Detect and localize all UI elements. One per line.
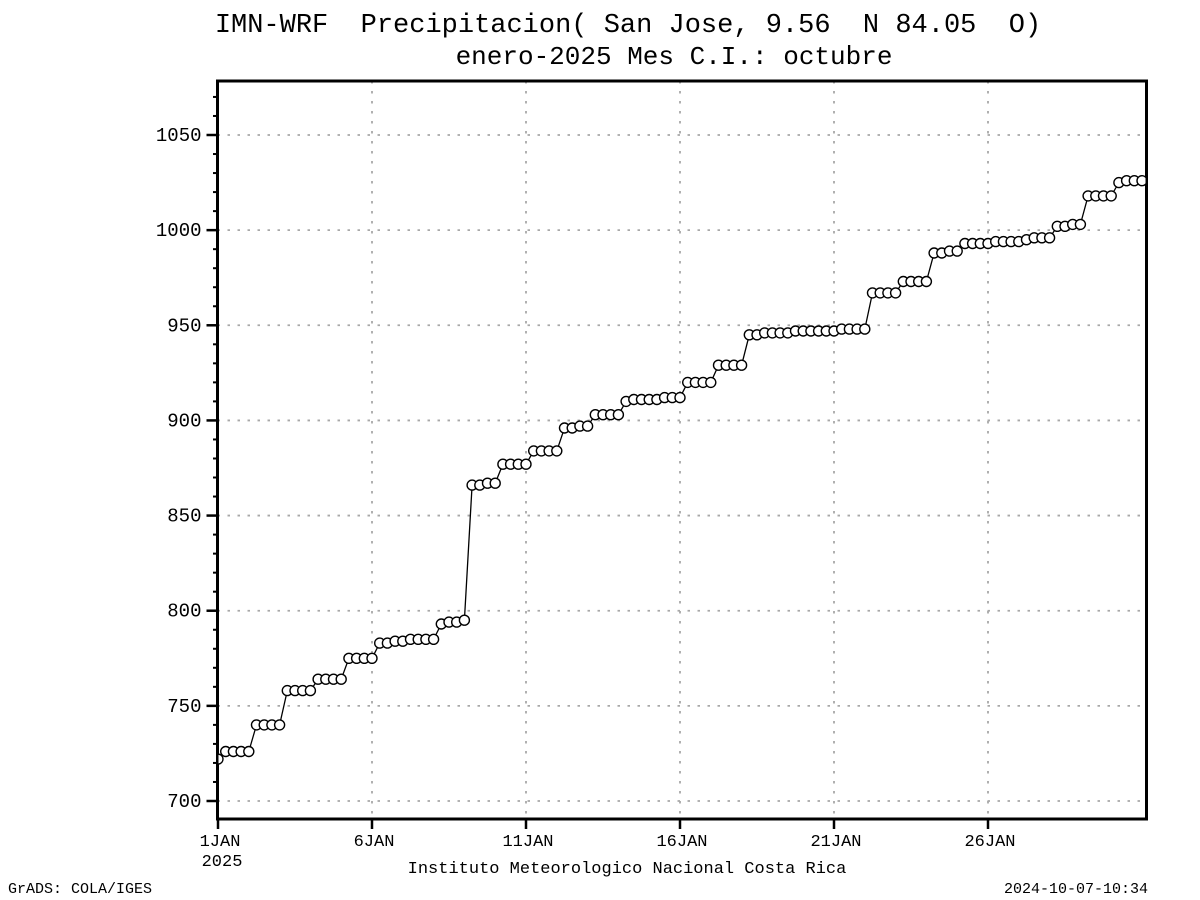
y-tick-label: 800 bbox=[167, 601, 201, 623]
grads-credit: GrADS: COLA/IGES bbox=[8, 881, 152, 898]
series-markers bbox=[218, 174, 1146, 765]
y-axis-ticks: 700 750 800 850 900 950 1000 1050 bbox=[156, 125, 218, 813]
x-tick-label: 6JAN bbox=[354, 833, 395, 852]
y-gridlines bbox=[217, 134, 1147, 802]
data-point-marker bbox=[735, 359, 748, 371]
x-tick-label: 26JAN bbox=[964, 833, 1015, 852]
data-point-marker bbox=[1043, 232, 1056, 244]
plot-frame bbox=[216, 79, 1148, 821]
data-point-marker bbox=[674, 391, 686, 404]
y-tick-label: 700 bbox=[167, 791, 201, 813]
x-axis-caption: Instituto Meteorologico Nacional Costa R… bbox=[408, 860, 847, 879]
y-tick-label: 950 bbox=[167, 315, 201, 337]
data-point-marker bbox=[1136, 175, 1146, 187]
data-point-marker bbox=[366, 652, 378, 664]
x-tick-label: 21JAN bbox=[810, 833, 861, 852]
data-point-marker bbox=[1074, 218, 1087, 231]
data-point-marker bbox=[243, 745, 255, 758]
precipitation-series bbox=[218, 174, 1146, 765]
data-point-marker bbox=[520, 458, 532, 470]
data-point-marker bbox=[304, 684, 317, 697]
x-gridlines bbox=[371, 81, 989, 819]
data-point-marker bbox=[581, 420, 594, 432]
data-point-marker bbox=[951, 245, 963, 257]
y-tick-label: 850 bbox=[167, 506, 201, 528]
data-point-marker bbox=[427, 633, 440, 645]
y-tick-label: 1050 bbox=[156, 125, 202, 147]
data-point-marker bbox=[551, 445, 563, 457]
chart-title-line1: IMN-WRF Precipitacion( San Jose, 9.56 N … bbox=[215, 11, 1041, 41]
data-point-marker bbox=[335, 673, 347, 685]
x-tick-sublabel: 2025 bbox=[202, 853, 243, 872]
data-point-marker bbox=[612, 409, 625, 421]
data-point-marker bbox=[1105, 190, 1117, 202]
y-tick-label: 900 bbox=[167, 410, 201, 432]
x-tick-label: 16JAN bbox=[656, 833, 707, 852]
data-point-marker bbox=[489, 477, 501, 489]
data-point-marker bbox=[218, 753, 224, 765]
data-point-marker bbox=[273, 719, 286, 731]
x-tick-label: 1JAN bbox=[200, 833, 241, 852]
data-point-marker bbox=[458, 614, 471, 626]
data-point-marker bbox=[889, 287, 902, 299]
y-tick-label: 1000 bbox=[156, 220, 202, 242]
data-point-marker bbox=[920, 275, 933, 288]
chart-title-line2: enero-2025 Mes C.I.: octubre bbox=[456, 42, 893, 72]
data-point-marker bbox=[705, 376, 717, 389]
render-timestamp: 2024-10-07-10:34 bbox=[1004, 881, 1148, 898]
y-tick-label: 750 bbox=[167, 696, 201, 718]
x-tick-label: 11JAN bbox=[502, 833, 553, 852]
data-point-marker bbox=[859, 323, 871, 335]
